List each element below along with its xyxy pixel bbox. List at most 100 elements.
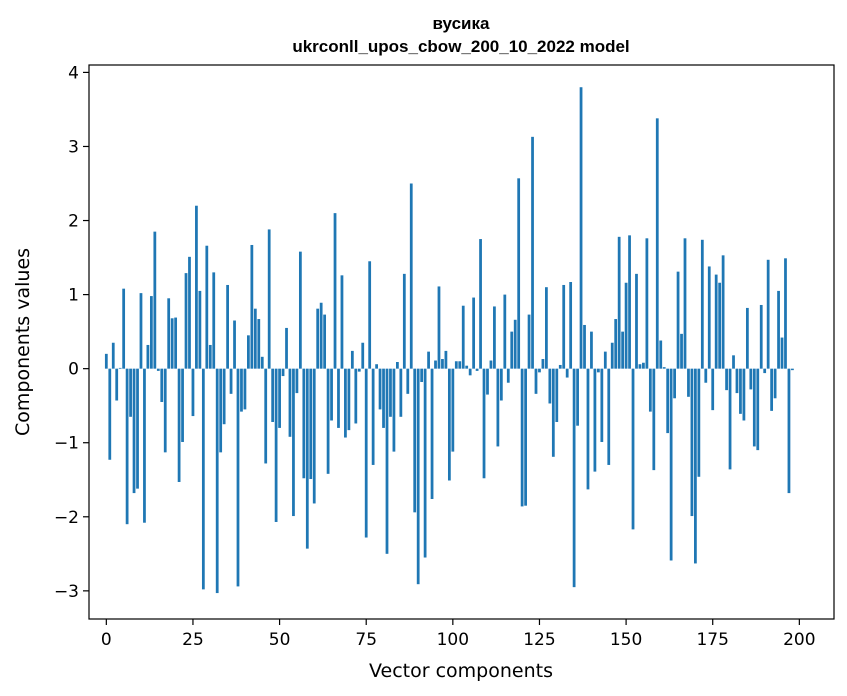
bar-173	[704, 368, 708, 383]
bar-113	[496, 368, 500, 447]
bar-109	[482, 368, 486, 479]
bar-102	[458, 361, 462, 369]
bar-115	[503, 294, 507, 369]
bar-5	[122, 288, 126, 369]
chart-title-model: ukrconll_upos_cbow_200_10_2022 model	[292, 37, 629, 56]
y-tick-label: −3	[54, 582, 79, 602]
bar-56	[298, 251, 302, 369]
bar-78	[375, 364, 378, 369]
x-tick-label: 100	[437, 630, 469, 650]
bar-16	[160, 368, 164, 402]
bar-43	[253, 308, 257, 369]
bar-23	[184, 273, 188, 369]
bar-1	[108, 368, 112, 460]
bar-48	[271, 368, 275, 422]
bar-135	[572, 368, 576, 588]
bar-146	[610, 342, 614, 369]
bar-44	[257, 319, 261, 369]
bar-154	[638, 364, 642, 369]
y-axis-label: Components values	[12, 248, 34, 436]
bar-123	[531, 136, 534, 369]
bar-119	[517, 178, 521, 369]
bar-188	[756, 368, 760, 451]
bar-63	[323, 314, 327, 369]
bar-77	[371, 368, 375, 465]
bar-42	[250, 244, 254, 369]
bar-190	[763, 368, 767, 374]
bar-134	[569, 282, 573, 369]
bar-27	[198, 290, 202, 369]
bar-183	[739, 368, 742, 414]
bar-152	[631, 368, 635, 530]
bar-33	[219, 368, 223, 453]
y-tick-label: 4	[68, 63, 79, 83]
bar-49	[274, 368, 278, 522]
bar-178	[721, 255, 725, 369]
bar-68	[340, 275, 344, 369]
x-tick-label: 75	[355, 630, 377, 650]
bar-21	[177, 368, 181, 482]
bar-161	[662, 367, 666, 369]
bar-0	[104, 353, 108, 369]
bar-159	[655, 118, 659, 369]
bar-18	[167, 298, 171, 369]
bar-12	[146, 344, 150, 369]
bar-7	[129, 368, 132, 417]
y-tick-label: 3	[68, 137, 79, 157]
bar-156	[645, 238, 649, 369]
bar-157	[648, 368, 652, 412]
bar-70	[347, 368, 351, 431]
bar-55	[295, 368, 299, 394]
bar-31	[212, 272, 216, 369]
bar-172	[700, 239, 704, 369]
bar-9	[136, 368, 139, 489]
bar-171	[697, 368, 701, 477]
bar-185	[745, 307, 749, 369]
bar-137	[579, 87, 583, 369]
bar-91	[420, 368, 424, 382]
bar-193	[773, 368, 777, 399]
bar-101	[454, 361, 458, 369]
bar-143	[600, 368, 604, 442]
bar-92	[423, 368, 427, 558]
bar-198	[791, 368, 794, 371]
bar-112	[493, 306, 496, 369]
bar-54	[292, 368, 295, 517]
bar-40	[243, 368, 247, 410]
bar-14	[153, 231, 157, 369]
bar-111	[489, 360, 493, 369]
bar-34	[222, 368, 226, 425]
bar-103	[461, 305, 465, 369]
bar-105	[468, 368, 472, 376]
bar-106	[472, 297, 476, 369]
bar-87	[406, 368, 410, 394]
bar-145	[607, 368, 611, 465]
bar-series	[104, 87, 794, 594]
bar-147	[614, 319, 618, 369]
bar-129	[551, 368, 555, 457]
bar-6	[125, 368, 129, 525]
bar-35	[226, 284, 229, 369]
bar-160	[659, 340, 663, 369]
bar-189	[759, 304, 763, 369]
y-tick-label: −2	[54, 508, 79, 528]
bar-121	[524, 368, 527, 506]
bar-168	[687, 368, 690, 397]
bar-122	[527, 314, 531, 369]
bar-74	[361, 342, 365, 369]
bar-50	[278, 368, 281, 428]
bar-60	[312, 368, 316, 504]
bar-36	[229, 368, 233, 394]
bar-52	[285, 327, 288, 369]
bar-192	[770, 368, 774, 411]
bar-46	[264, 368, 268, 464]
bar-25	[191, 368, 195, 417]
bar-80	[382, 368, 385, 428]
bar-99	[447, 368, 451, 481]
bar-128	[548, 368, 552, 404]
bar-83	[392, 368, 396, 452]
bar-174	[707, 266, 711, 369]
bar-73	[357, 368, 361, 372]
bar-132	[562, 284, 566, 369]
